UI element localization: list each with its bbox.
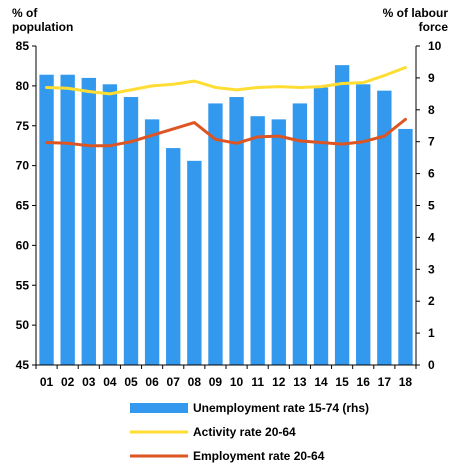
left-tick-label: 50 bbox=[16, 318, 30, 332]
left-tick-label: 75 bbox=[16, 119, 30, 133]
line-series bbox=[45, 66, 407, 148]
bar-17 bbox=[377, 90, 392, 365]
x-tick-label-07: 07 bbox=[167, 375, 181, 389]
bar-11 bbox=[250, 116, 265, 366]
x-tick-label-14: 14 bbox=[314, 375, 328, 389]
legend-label-1: Activity rate 20-64 bbox=[193, 425, 296, 439]
right-tick-label: 9 bbox=[428, 71, 435, 85]
bar-14 bbox=[313, 87, 329, 365]
left-tick-label: 60 bbox=[16, 238, 30, 252]
right-axis-title: % of labour force bbox=[383, 6, 449, 34]
right-tick-label: 6 bbox=[428, 167, 435, 181]
legend: Unemployment rate 15-74 (rhs) Activity ra… bbox=[130, 401, 369, 463]
bar-13 bbox=[292, 103, 308, 366]
right-tick-label: 1 bbox=[428, 326, 435, 340]
bar-10 bbox=[229, 97, 244, 365]
x-tick-label-02: 02 bbox=[61, 375, 75, 389]
bar-02 bbox=[60, 74, 75, 366]
left-axis-title: % of population bbox=[12, 6, 73, 34]
bar-18 bbox=[398, 128, 413, 365]
left-tick-label: 70 bbox=[16, 159, 30, 173]
right-tick-label: 4 bbox=[428, 230, 435, 244]
left-tick-label: 85 bbox=[16, 39, 30, 53]
right-tick-label: 2 bbox=[428, 294, 435, 308]
bar-01 bbox=[39, 74, 54, 366]
bar-09 bbox=[208, 103, 223, 366]
bar-07 bbox=[166, 148, 181, 365]
x-tick-label-12: 12 bbox=[272, 375, 286, 389]
right-tick-label: 0 bbox=[428, 358, 435, 372]
x-tick-label-04: 04 bbox=[103, 375, 117, 389]
x-tick-label-13: 13 bbox=[293, 375, 307, 389]
x-tick-label-18: 18 bbox=[399, 375, 413, 389]
x-tick-label-08: 08 bbox=[188, 375, 202, 389]
left-axis-title-line-1: % of bbox=[12, 6, 38, 20]
bar-04 bbox=[102, 84, 118, 365]
x-tick-label-11: 11 bbox=[251, 375, 264, 389]
x-tick-label-03: 03 bbox=[82, 375, 96, 389]
bar-15 bbox=[334, 65, 350, 365]
right-tick-label: 5 bbox=[428, 199, 435, 213]
left-tick-label: 55 bbox=[16, 278, 30, 292]
right-tick-label: 8 bbox=[428, 103, 435, 117]
series-line-2 bbox=[45, 117, 407, 148]
x-tick-label-16: 16 bbox=[357, 375, 371, 389]
right-axis-title-line-1: % of labour bbox=[383, 6, 449, 20]
left-axis-title-line-2: population bbox=[12, 20, 73, 34]
legend-label-0: Unemployment rate 15-74 (rhs) bbox=[193, 401, 369, 415]
x-tick-label-05: 05 bbox=[124, 375, 138, 389]
bar-12 bbox=[271, 119, 286, 366]
x-tick-label-06: 06 bbox=[145, 375, 159, 389]
series-line-1 bbox=[45, 66, 407, 96]
right-tick-label: 7 bbox=[428, 135, 435, 149]
left-tick-label: 65 bbox=[16, 199, 30, 213]
x-tick-label-15: 15 bbox=[335, 375, 349, 389]
legend-swatch-0 bbox=[130, 403, 188, 413]
bar-series bbox=[39, 65, 413, 366]
bar-06 bbox=[144, 119, 160, 366]
right-tick-label: 10 bbox=[428, 39, 442, 53]
legend-label-2: Employment rate 20-64 bbox=[193, 449, 325, 463]
right-tick-label: 3 bbox=[428, 262, 435, 276]
left-tick-label: 45 bbox=[16, 358, 30, 372]
left-tick-label: 80 bbox=[16, 79, 30, 93]
bar-08 bbox=[187, 160, 202, 365]
x-tick-label-01: 01 bbox=[40, 375, 54, 389]
bar-05 bbox=[123, 97, 139, 365]
x-tick-label-10: 10 bbox=[230, 375, 244, 389]
bar-03 bbox=[81, 77, 96, 366]
x-tick-label-17: 17 bbox=[378, 375, 392, 389]
x-tick-label-09: 09 bbox=[209, 375, 223, 389]
right-axis-title-line-2: force bbox=[419, 20, 449, 34]
bar-16 bbox=[356, 84, 371, 365]
